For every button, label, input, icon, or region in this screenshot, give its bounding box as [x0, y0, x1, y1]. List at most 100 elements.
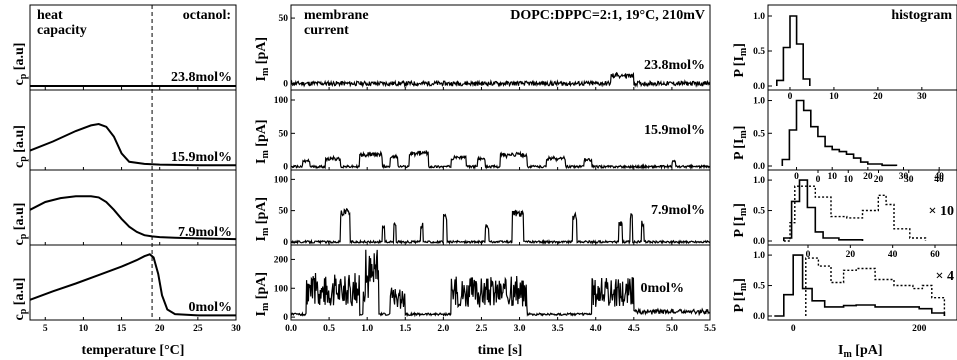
y-tick-label: 1.0	[753, 251, 765, 261]
histogram-column: 0.0 0.5 1.0 P [Im] 0 10 20 30 0.0 0.5 1.0 P [Im] 0 10…	[732, 4, 957, 360]
x-tick-label: 200	[912, 324, 927, 334]
x-tick-label: 30	[917, 92, 927, 102]
y-tick-label: 1.0	[753, 97, 765, 107]
current-trace-3	[291, 249, 711, 318]
y-tick-label: 200	[274, 255, 289, 265]
concentration-label: 15.9mol%	[644, 123, 705, 138]
top-tick-label: 20	[874, 175, 884, 185]
x-tick-label: 30	[231, 324, 241, 334]
current-trace-0	[290, 71, 711, 89]
cp-curve-1	[29, 122, 236, 167]
top-tick-label: 20	[846, 250, 856, 260]
y-tick-label: 0.0	[753, 237, 765, 247]
y-tick-label: 50	[279, 129, 289, 139]
y-axis-label: P [Im]	[732, 203, 749, 237]
histogram-bars-1	[781, 99, 898, 167]
x-tick-label: 5.0	[666, 324, 678, 334]
concentration-label: 15.9mol%	[171, 150, 232, 165]
top-tick-label: 0	[816, 175, 821, 185]
x-tick-label: 0.5	[323, 324, 335, 334]
top-tick-label: 40	[888, 250, 898, 260]
x-tick-label: 20	[155, 324, 165, 334]
x-tick-label: 2.0	[437, 324, 449, 334]
x-tick-label: 1.5	[399, 324, 411, 334]
panel-header-right: DOPC:DPPC=2:1, 19°C, 210mV	[510, 8, 705, 23]
y-tick-label: 0.0	[753, 312, 765, 322]
panel-frame	[767, 244, 957, 321]
x-tick-label: 4.0	[590, 324, 602, 334]
x-tick-label: 15	[117, 324, 127, 334]
concentration-label: 23.8mol%	[171, 70, 232, 85]
top-tick-label: 60	[930, 250, 940, 260]
top-tick-label: 30	[904, 175, 914, 185]
y-tick-label: 100	[274, 175, 289, 185]
x-tick-label: 0	[788, 92, 793, 102]
x-axis-label: time [s]	[478, 343, 523, 358]
x-tick-label: 20	[873, 92, 883, 102]
scale-factor-label: × 10	[929, 204, 954, 219]
heat-capacity-column: cp [a.u] 23.8mol% cp [a.u] 15.9mol% cp [a.u]…	[12, 4, 241, 358]
y-axis-label: Im [pA]	[254, 119, 271, 164]
y-tick-label: 0	[283, 238, 288, 248]
y-tick-label: 0.5	[753, 47, 765, 57]
panel-frame	[29, 244, 237, 321]
current-trace-2	[290, 207, 711, 245]
concentration-label: 7.9mol%	[178, 225, 232, 240]
panel-header-line-2: capacity	[37, 23, 87, 38]
y-tick-label: 0	[283, 313, 288, 323]
x-tick-label: 0.0	[285, 324, 297, 334]
y-tick-label: 100	[274, 284, 289, 294]
x-tick-label: 20	[863, 172, 873, 182]
panel-header-line-1: membrane	[304, 8, 369, 23]
y-axis-label: Im [pA]	[254, 272, 271, 317]
x-tick-label: 1.0	[361, 324, 373, 334]
x-tick-label: 40	[934, 172, 944, 182]
y-tick-label: 1.0	[753, 176, 765, 186]
x-tick-label: 10	[79, 324, 89, 334]
top-tick-label: 0	[806, 250, 811, 260]
y-tick-label: 0.5	[753, 207, 765, 217]
cp-curve-3	[29, 253, 236, 317]
cp-curve-2	[29, 195, 237, 241]
y-tick-label: 0.0	[753, 162, 765, 172]
x-tick-label: 0	[791, 324, 796, 334]
concentration-label: 7.9mol%	[651, 203, 705, 218]
x-tick-label: 10	[829, 92, 839, 102]
y-axis-label: P [Im]	[732, 43, 749, 77]
y-axis-label: P [Im]	[732, 278, 749, 312]
y-tick-label: 0	[283, 79, 288, 89]
panel-header-line-1: heat	[37, 8, 63, 23]
y-tick-label: 1.0	[753, 12, 765, 22]
x-tick-label: 25	[193, 324, 203, 334]
y-axis-label: Im [pA]	[254, 197, 271, 242]
y-tick-label: 50	[279, 14, 289, 24]
y-tick-label: 50	[279, 207, 289, 217]
x-axis-label: Im [pA]	[838, 343, 883, 360]
y-tick-label: 0.5	[753, 129, 765, 139]
top-tick-label: 40	[934, 175, 944, 185]
concentration-label: 0mol%	[640, 281, 684, 296]
x-tick-label: 2.5	[476, 324, 488, 334]
concentration-label: 0mol%	[188, 300, 232, 315]
histogram-dotted-2	[783, 185, 927, 242]
y-tick-label: 0	[283, 163, 288, 173]
y-axis-label: P [Im]	[732, 126, 749, 160]
y-axis-label: Im [pA]	[254, 37, 271, 82]
histogram-solid-2	[783, 179, 864, 241]
histogram-bars-0	[776, 15, 811, 86]
y-tick-label: 0.5	[753, 282, 765, 292]
panel-header: histogram	[891, 8, 952, 23]
scale-factor-label: × 4	[936, 269, 954, 284]
y-axis-label: cp [a.u]	[12, 203, 29, 246]
concentration-label: 23.8mol%	[644, 58, 705, 73]
top-tick-label: 10	[844, 175, 854, 185]
panel-frame	[290, 169, 711, 246]
panel-frame	[290, 244, 711, 321]
x-axis-label: temperature [°C]	[82, 343, 185, 358]
x-tick-label: 0	[794, 172, 799, 182]
x-tick-label: 30	[899, 172, 909, 182]
x-tick-label: 3.0	[514, 324, 526, 334]
y-axis-label: cp [a.u]	[12, 43, 29, 86]
